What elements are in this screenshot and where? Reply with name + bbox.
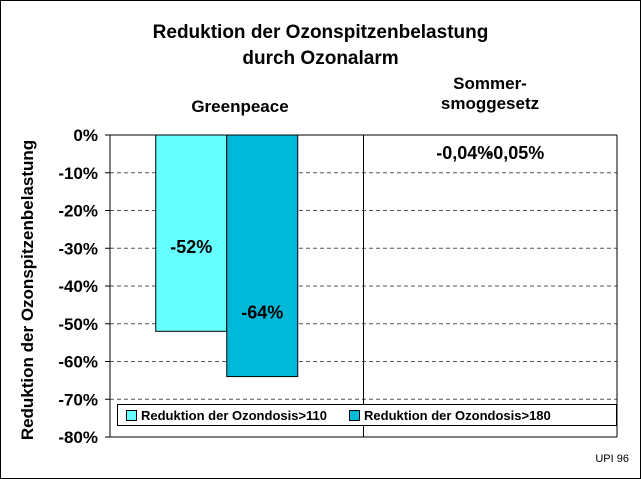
legend-item-2: Reduktion der Ozondosis>180 [349, 408, 551, 423]
category-label-line: Greenpeace [191, 97, 289, 116]
category-label-sommersmoggesetz: Sommer- smoggesetz [415, 74, 565, 114]
data-label: -0,05% [487, 143, 544, 163]
y-tick-label: 0% [73, 126, 98, 145]
category-label-greenpeace: Greenpeace [165, 97, 315, 117]
y-tick-label: -40% [58, 277, 98, 296]
legend-label-1: Reduktion der Ozondosis>110 [141, 407, 328, 423]
legend-label-2: Reduktion der Ozondosis>180 [364, 407, 551, 423]
legend-swatch-1 [126, 409, 137, 421]
legend-swatch-2 [349, 409, 361, 421]
y-tick-label: -60% [58, 353, 98, 372]
y-tick-label: -50% [58, 315, 98, 334]
legend: Reduktion der Ozondosis>110 Reduktion de… [117, 404, 617, 426]
y-tick-label: -30% [58, 239, 98, 258]
y-tick-label: -70% [58, 390, 98, 409]
category-label-line: Sommer- [453, 74, 527, 93]
data-label: -52% [170, 237, 212, 257]
category-label-line: smoggesetz [440, 94, 540, 113]
legend-item-1: Reduktion der Ozondosis>110 [126, 408, 327, 423]
credit-text: UPI 96 [595, 453, 629, 465]
chart-title-line1: Reduktion der Ozonspitzenbelastung [152, 22, 489, 43]
y-tick-label: -80% [58, 428, 98, 447]
chart-title-line2: durch Ozonalarm [242, 48, 399, 69]
y-tick-label: -10% [58, 164, 98, 183]
data-label: -64% [241, 303, 283, 323]
data-label: -0,04% [436, 143, 493, 163]
bar [155, 134, 228, 332]
y-tick-label: -20% [58, 202, 98, 221]
bar [226, 134, 299, 378]
